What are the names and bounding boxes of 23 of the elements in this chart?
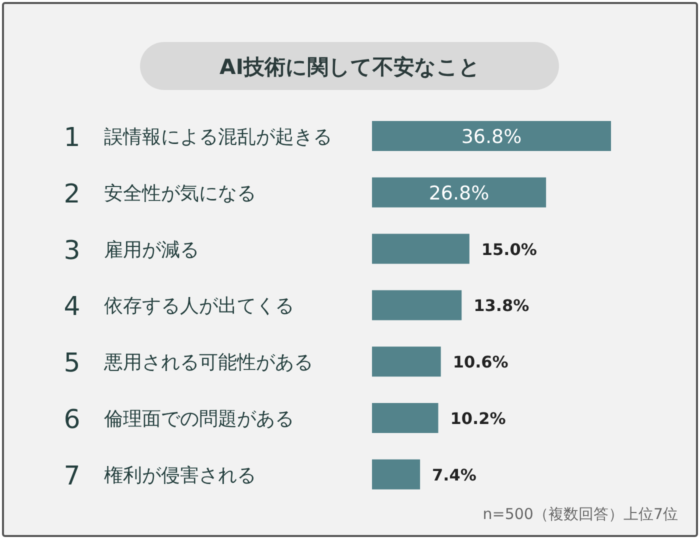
y-tick-label: 6 倫理面での問題がある xyxy=(64,405,294,435)
data-label: 7.4% xyxy=(432,465,476,484)
y-tick-label: 5 悪用される可能性がある xyxy=(64,348,313,379)
data-label: 10.2% xyxy=(450,409,506,428)
data-label: 36.8% xyxy=(461,126,522,148)
y-tick-label: 1 誤情報による混乱が起きる xyxy=(64,123,332,153)
bar xyxy=(372,121,611,151)
bar xyxy=(372,234,470,264)
bar xyxy=(372,459,420,490)
bar xyxy=(372,177,546,208)
text: n=500（複数回答）上位7位 xyxy=(482,505,678,523)
y-tick-label: 4 依存する人が出てくる xyxy=(64,292,294,322)
data-label: 10.6% xyxy=(452,352,508,372)
bar xyxy=(372,346,441,377)
data-label: 15.0% xyxy=(481,240,537,259)
y-tick-label: 7 権利が侵害される xyxy=(64,461,256,492)
data-label: 13.8% xyxy=(474,296,530,316)
y-tick-label: 3 雇用が減る xyxy=(64,236,199,266)
y-tick-label: 2 安全性が気になる xyxy=(64,179,256,210)
bar xyxy=(372,290,462,320)
bar xyxy=(372,403,438,433)
data-label: 26.8% xyxy=(428,182,490,204)
chart-title: AI技術に関して不安なこと xyxy=(219,55,481,79)
